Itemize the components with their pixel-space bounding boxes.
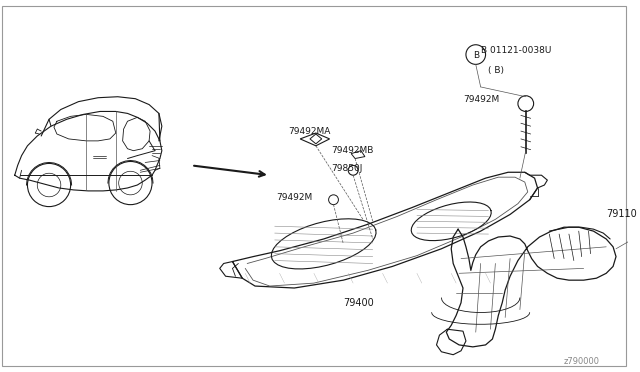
Text: B: B xyxy=(473,51,479,60)
Text: 79850J: 79850J xyxy=(332,164,363,173)
Text: 79492M: 79492M xyxy=(463,95,499,104)
Text: z790000: z790000 xyxy=(564,357,600,366)
Text: 79492M: 79492M xyxy=(276,193,313,202)
Text: ( B): ( B) xyxy=(488,66,504,75)
Text: B 01121-0038U: B 01121-0038U xyxy=(481,46,551,55)
Text: 79110: 79110 xyxy=(606,209,637,219)
Text: 79492MA: 79492MA xyxy=(289,126,331,135)
Text: 79400: 79400 xyxy=(343,298,374,308)
Text: 79492MB: 79492MB xyxy=(332,146,374,155)
